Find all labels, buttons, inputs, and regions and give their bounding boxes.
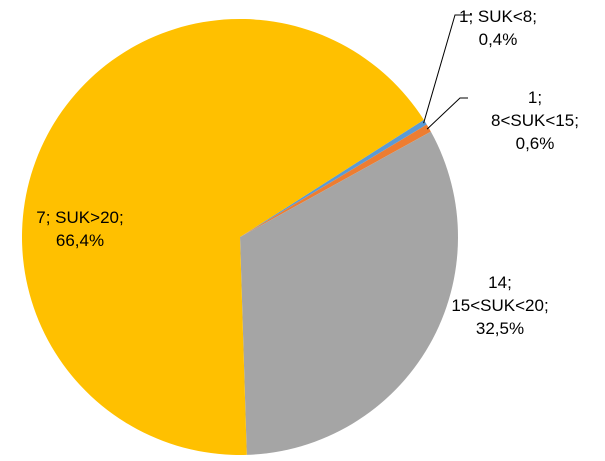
leader-lines xyxy=(423,14,472,130)
data-labels: 1; SUK<8; 0,4% 1; 8<SUK<15; 0,6% 14; 15<SUK<20… xyxy=(36,7,579,338)
data-label-line: 8<SUK<15; xyxy=(491,111,579,130)
data-label-line: 66,4% xyxy=(56,231,104,250)
pie-slice-15-suk-20 xyxy=(240,131,458,455)
data-label-line: 1; SUK<8; xyxy=(459,7,537,26)
data-label: 14; 15<SUK<20; 32,5% xyxy=(451,273,548,338)
pie-slices xyxy=(21,18,458,455)
pie-slice-suk-8 xyxy=(240,119,427,237)
data-label: 1; SUK<8; 0,4% xyxy=(459,7,537,49)
leader-line xyxy=(426,97,468,130)
data-label-line: 0,4% xyxy=(479,30,518,49)
data-label-line: 32,5% xyxy=(476,319,524,338)
data-label-line: 15<SUK<20; xyxy=(451,296,548,315)
data-label-line: 7; SUK>20; xyxy=(36,208,123,227)
data-label: 1; 8<SUK<15; 0,6% xyxy=(491,88,579,153)
pie-slice-suk-20 xyxy=(21,18,424,455)
data-label-line: 1; xyxy=(528,88,542,107)
pie-slice-8-suk-15 xyxy=(240,124,431,237)
data-label: 7; SUK>20; 66,4% xyxy=(36,208,123,250)
data-label-line: 14; xyxy=(488,273,512,292)
leader-line xyxy=(423,14,472,124)
data-label-line: 0,6% xyxy=(516,134,555,153)
